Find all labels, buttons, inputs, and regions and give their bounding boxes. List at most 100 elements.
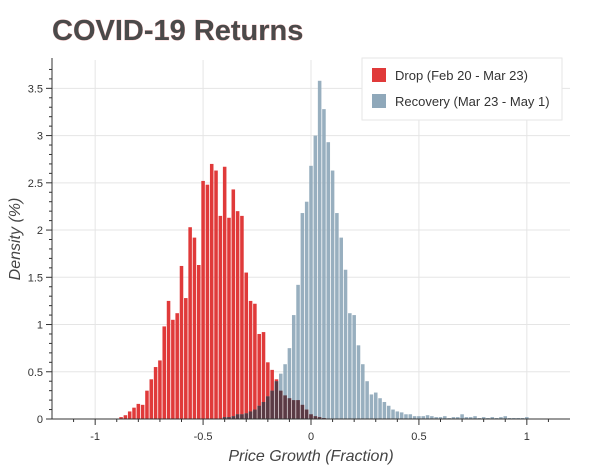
bar-drop bbox=[145, 390, 149, 419]
bar-drop bbox=[192, 237, 197, 419]
y-tick-label: 1.5 bbox=[28, 272, 43, 284]
bar-drop bbox=[244, 272, 249, 419]
bar-drop bbox=[209, 163, 214, 419]
bar-recovery bbox=[391, 409, 395, 419]
bar-recovery bbox=[460, 414, 464, 419]
x-tick-label: 0.5 bbox=[411, 431, 426, 443]
bar-drop bbox=[261, 332, 266, 419]
bar-recovery bbox=[361, 364, 365, 419]
bar-overlap bbox=[300, 404, 305, 419]
bar-recovery bbox=[464, 417, 469, 419]
x-tick-label: 1 bbox=[524, 431, 530, 443]
bar-recovery bbox=[451, 417, 456, 419]
bar-recovery bbox=[408, 414, 413, 419]
legend-swatch-recovery bbox=[372, 94, 386, 108]
bar-overlap bbox=[296, 400, 300, 419]
bar-recovery bbox=[339, 237, 343, 419]
bar-overlap bbox=[304, 409, 309, 419]
bar-drop bbox=[196, 265, 201, 419]
bar-recovery bbox=[335, 213, 339, 419]
x-tick-label: 0 bbox=[308, 431, 314, 443]
bar-recovery bbox=[386, 405, 391, 419]
bar-drop bbox=[266, 362, 270, 419]
bar-drop bbox=[175, 313, 179, 419]
chart-title: COVID-19 Returns bbox=[52, 15, 303, 47]
bar-drop bbox=[162, 326, 167, 419]
legend-swatch-drop bbox=[372, 68, 386, 82]
bar-overlap bbox=[317, 417, 322, 419]
bar-overlap bbox=[287, 398, 292, 419]
bar-drop bbox=[231, 189, 236, 419]
bar-drop bbox=[123, 415, 128, 419]
bar-drop bbox=[201, 180, 205, 419]
legend-label-recovery: Recovery (Mar 23 - May 1) bbox=[395, 94, 550, 109]
x-axis-label: Price Growth (Fraction) bbox=[228, 448, 393, 465]
bar-overlap bbox=[266, 396, 270, 419]
bar-recovery bbox=[525, 417, 529, 419]
bar-drop bbox=[179, 265, 184, 419]
bar-overlap bbox=[291, 400, 296, 419]
bar-recovery bbox=[343, 269, 348, 419]
y-tick-label: 0 bbox=[37, 414, 43, 426]
bar-overlap bbox=[274, 381, 279, 419]
bar-recovery bbox=[304, 201, 309, 419]
y-tick-label: 3 bbox=[37, 131, 43, 143]
bar-overlap bbox=[231, 416, 236, 419]
bar-recovery bbox=[348, 313, 352, 419]
bar-overlap bbox=[248, 411, 253, 419]
bar-drop bbox=[188, 227, 192, 419]
bar-drop bbox=[214, 170, 218, 419]
bar-recovery bbox=[404, 414, 408, 419]
bar-recovery bbox=[317, 80, 322, 419]
bar-drop bbox=[140, 404, 145, 419]
bar-drop bbox=[184, 298, 188, 419]
bar-recovery bbox=[425, 415, 430, 419]
bar-drop bbox=[205, 184, 210, 419]
bar-recovery bbox=[438, 417, 443, 419]
bar-recovery bbox=[309, 165, 313, 419]
bar-recovery bbox=[430, 416, 434, 419]
bar-recovery bbox=[412, 416, 417, 419]
bar-recovery bbox=[395, 411, 400, 419]
legend: Drop (Feb 20 - Mar 23) Recovery (Mar 23 … bbox=[361, 57, 563, 121]
x-tick-label: -0.5 bbox=[194, 431, 213, 443]
y-tick-label: 2 bbox=[37, 225, 43, 237]
bar-drop bbox=[149, 379, 154, 419]
bar-overlap bbox=[309, 414, 313, 419]
bar-recovery bbox=[300, 213, 305, 419]
bar-recovery bbox=[382, 401, 387, 419]
bar-overlap bbox=[244, 413, 249, 419]
bar-recovery bbox=[287, 348, 292, 419]
bar-drop bbox=[222, 166, 227, 419]
bar-recovery bbox=[421, 416, 426, 419]
bar-drop bbox=[132, 407, 136, 419]
bar-recovery bbox=[499, 417, 503, 419]
bar-overlap bbox=[270, 390, 274, 419]
bar-overlap bbox=[283, 395, 287, 419]
bar-drop bbox=[158, 360, 162, 419]
bar-drop bbox=[218, 215, 223, 419]
bar-drop bbox=[153, 367, 158, 419]
x-tick-label: -1 bbox=[90, 431, 100, 443]
bar-recovery bbox=[455, 417, 460, 419]
bar-drop bbox=[119, 417, 123, 419]
bar-drop bbox=[136, 403, 141, 419]
y-axis-label: Density (%) bbox=[7, 198, 24, 281]
bar-recovery bbox=[503, 416, 508, 419]
bar-recovery bbox=[330, 170, 335, 419]
bar-overlap bbox=[235, 414, 240, 419]
bar-recovery bbox=[490, 417, 495, 419]
bar-recovery bbox=[417, 416, 421, 419]
bar-series bbox=[119, 80, 529, 419]
legend-label-drop: Drop (Feb 20 - Mar 23) bbox=[395, 68, 528, 83]
bar-drop bbox=[240, 215, 244, 419]
bar-drop bbox=[227, 217, 231, 419]
x-ticks: -1 -0.5 0 0.5 1 bbox=[73, 419, 549, 443]
bar-recovery bbox=[356, 345, 361, 419]
bar-recovery bbox=[296, 284, 300, 419]
bar-recovery bbox=[373, 392, 378, 419]
bar-recovery bbox=[468, 417, 473, 419]
bar-drop bbox=[127, 411, 132, 419]
bar-recovery bbox=[369, 394, 374, 419]
